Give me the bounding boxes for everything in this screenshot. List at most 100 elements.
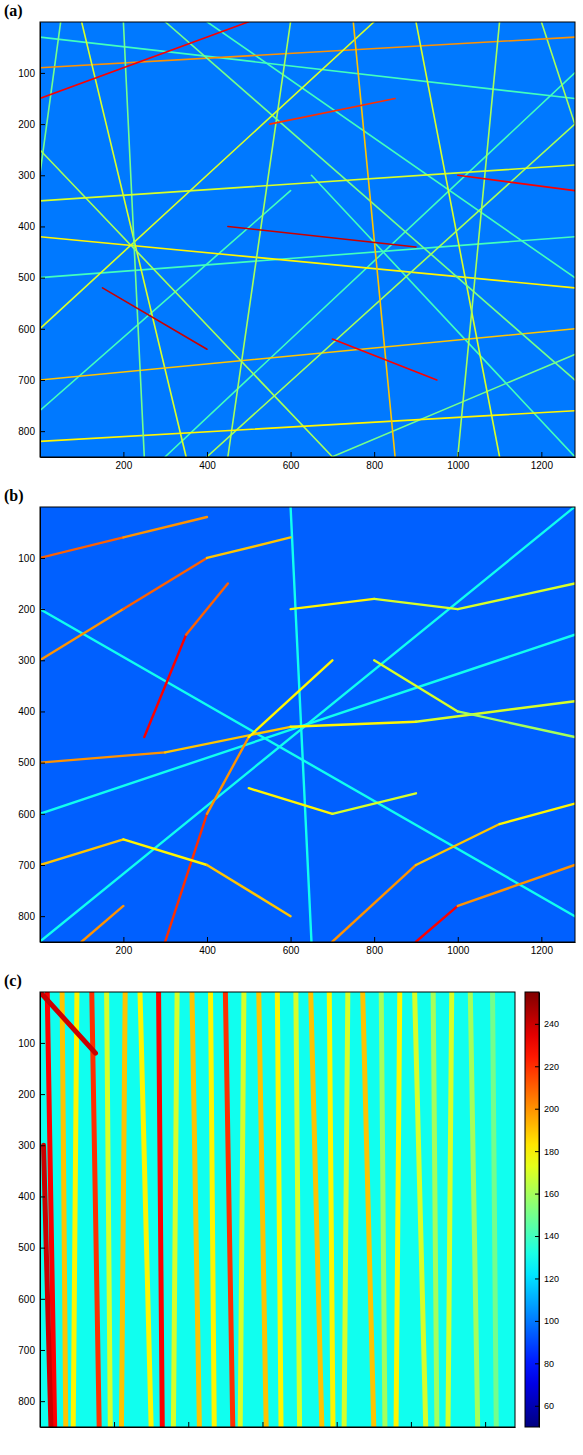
fiber	[207, 737, 249, 814]
background	[40, 992, 515, 1427]
tick: 1200	[531, 452, 554, 471]
tick-label: 140	[544, 1231, 559, 1241]
fiber	[40, 329, 575, 380]
fiber	[82, 906, 124, 942]
colorbar: 6080100120140160180200220240	[525, 992, 559, 1428]
tick: 1000	[447, 937, 470, 956]
fiber	[458, 584, 575, 610]
fiber	[44, 1145, 51, 1426]
tick-mark	[40, 175, 45, 176]
tick-mark	[535, 1321, 539, 1322]
tick: 400	[199, 452, 216, 471]
tick-label: 100	[18, 553, 35, 564]
fiber	[92, 992, 99, 1427]
axis-line	[40, 23, 41, 458]
fiber	[40, 237, 575, 288]
tick-label: 300	[18, 655, 35, 666]
tick-label: 100	[18, 1038, 35, 1049]
tick-mark	[458, 452, 459, 457]
fiber	[374, 660, 458, 711]
tick: 200	[116, 937, 133, 956]
panel: 2004006008001000120010020030040050060070…	[4, 2, 576, 471]
tick-mark	[40, 73, 45, 74]
tick: 300	[18, 655, 45, 666]
tick-label: 200	[18, 1089, 35, 1100]
tick-mark	[535, 1236, 539, 1237]
frame	[40, 992, 515, 1427]
tick: 220	[535, 1062, 559, 1072]
image	[40, 992, 515, 1427]
fiber	[296, 992, 300, 1427]
tick-mark	[485, 1422, 486, 1427]
tick-mark	[374, 937, 375, 942]
fiber	[225, 992, 232, 1427]
tick-mark	[262, 1422, 263, 1427]
tick-mark	[40, 711, 45, 712]
tick: 700	[18, 1345, 45, 1356]
tick-mark	[535, 1363, 539, 1364]
fiber	[40, 992, 95, 1053]
tick: 600	[18, 1294, 45, 1305]
fiber	[458, 711, 575, 737]
fiber	[123, 558, 207, 609]
fiber	[144, 635, 186, 737]
tick	[411, 1422, 412, 1427]
fiber	[332, 339, 436, 380]
tick-mark	[40, 1401, 45, 1402]
tick-mark	[40, 916, 45, 917]
fiber	[173, 992, 177, 1427]
fiber	[228, 22, 291, 457]
y-axis: 100200300400500600700800	[18, 508, 45, 943]
tick: 500	[18, 757, 45, 768]
fiber	[374, 599, 458, 609]
y-axis: 100200300400500600700800	[18, 23, 45, 458]
fiber	[493, 992, 497, 1427]
tick-mark	[541, 452, 542, 457]
fiber	[353, 22, 395, 457]
fiber	[165, 73, 575, 457]
tick: 180	[535, 1147, 559, 1157]
tick-mark	[40, 1094, 45, 1095]
tick-label: 700	[18, 860, 35, 871]
tick-label: 800	[366, 945, 383, 956]
tick: 240	[535, 1019, 559, 1029]
fiber	[228, 226, 416, 246]
fiber	[40, 411, 575, 442]
tick: 500	[18, 1242, 45, 1253]
fiber	[211, 992, 215, 1427]
tick: 300	[18, 170, 45, 181]
fiber	[329, 992, 333, 1427]
tick-mark	[337, 1422, 338, 1427]
tick-mark	[207, 452, 208, 457]
tick-mark	[40, 226, 45, 227]
fiber	[82, 22, 186, 457]
tick-label: 600	[18, 809, 35, 820]
tick-label: 600	[283, 460, 300, 471]
fiber	[470, 992, 477, 1427]
axis-line	[41, 457, 576, 458]
fiber	[40, 839, 123, 865]
tick-label: 700	[18, 1345, 35, 1356]
tick-label: 600	[18, 1294, 35, 1305]
fiber	[40, 150, 332, 457]
fiber	[240, 992, 244, 1427]
fiber	[270, 99, 395, 125]
tick-mark	[40, 558, 45, 559]
fiber	[458, 865, 575, 906]
tick-label: 400	[18, 1191, 35, 1202]
tick-label: 200	[116, 945, 133, 956]
tick: 400	[18, 706, 45, 717]
tick-mark	[40, 1248, 45, 1249]
tick: 120	[535, 1274, 559, 1284]
tick: 100	[18, 1038, 45, 1049]
fiber	[416, 22, 500, 457]
tick-mark	[535, 1109, 539, 1110]
x-axis: 20040060080010001200	[41, 452, 576, 471]
tick: 200	[18, 1089, 45, 1100]
tick: 500	[18, 272, 45, 283]
fiber	[123, 22, 144, 457]
fiber	[277, 992, 281, 1427]
tick	[262, 1422, 263, 1427]
tick-mark	[40, 1196, 45, 1197]
tick-label: 1000	[447, 460, 470, 471]
